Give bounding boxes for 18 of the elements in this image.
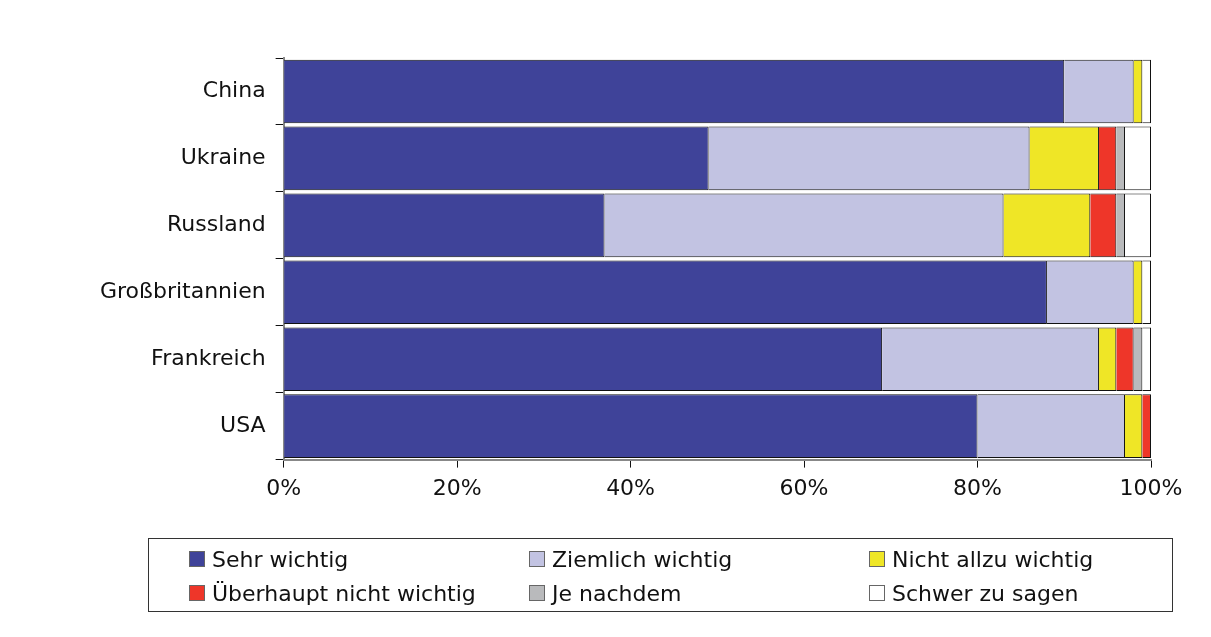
legend-label: Nicht allzu wichtig [892, 546, 1094, 572]
legend-label: Ziemlich wichtig [552, 546, 733, 572]
legend-label: Überhaupt nicht wichtig [212, 580, 476, 606]
y-tick-label: Russland [166, 211, 266, 237]
x-tick-label: 60% [779, 474, 829, 500]
x-tick-label: 0% [266, 474, 302, 500]
y-tick-label: USA [220, 411, 266, 437]
y-tick-label: Großbritannien [99, 277, 266, 303]
x-tick-label: 100% [1119, 474, 1183, 500]
legend-label: Je nachdem [552, 580, 682, 606]
y-tick-label: Frankreich [151, 344, 266, 370]
legend-label: Sehr wichtig [212, 546, 349, 572]
x-tick-label: 80% [953, 474, 1002, 500]
legend-label: Schwer zu sagen [892, 580, 1079, 606]
x-tick-label: 20% [432, 474, 482, 500]
y-tick-label: China [202, 77, 266, 103]
x-tick-label: 40% [606, 474, 656, 500]
y-tick-label: Ukraine [180, 144, 266, 170]
